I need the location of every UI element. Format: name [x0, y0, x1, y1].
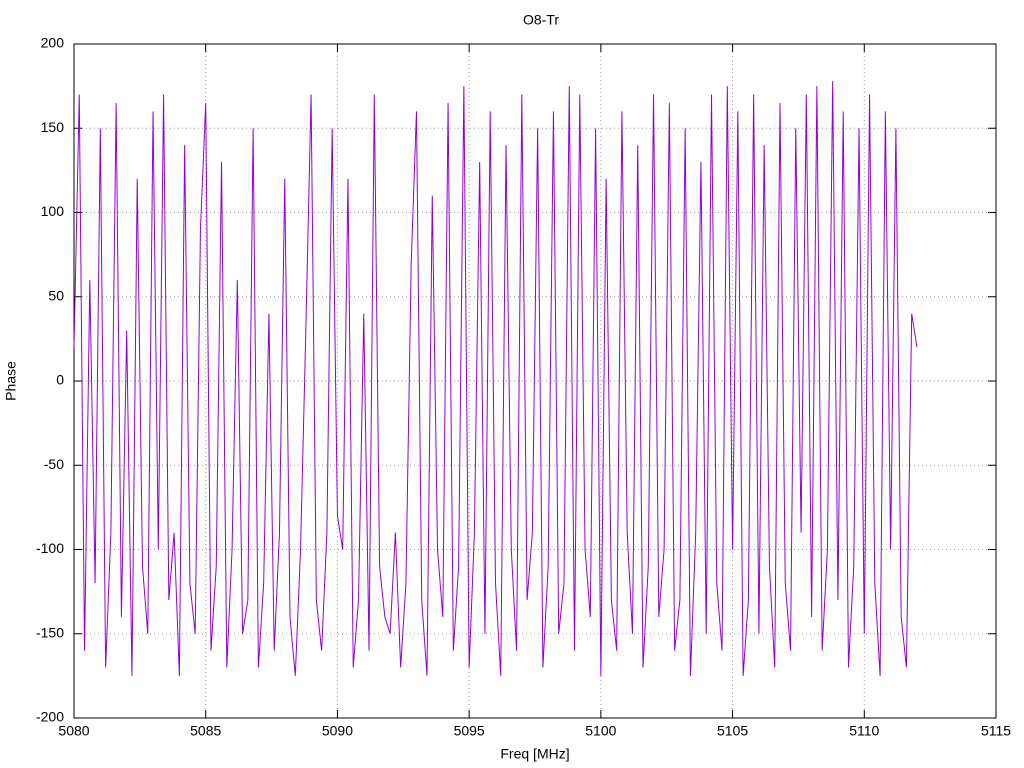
y-tick-label: 100: [41, 203, 65, 219]
y-tick-label: -50: [44, 456, 64, 472]
chart-title: O8-Tr: [523, 12, 559, 28]
y-tick-label: 0: [56, 372, 64, 388]
x-tick-label: 5115: [981, 723, 1011, 739]
y-tick-label: 150: [41, 119, 65, 135]
x-tick-label: 5080: [58, 723, 89, 739]
x-tick-label: 5105: [717, 723, 748, 739]
x-tick-label: 5110: [849, 723, 879, 739]
data-line: [73, 81, 918, 676]
x-tick-label: 5090: [322, 723, 353, 739]
x-tick-label: 5085: [190, 723, 221, 739]
y-tick-label: 50: [48, 287, 64, 303]
plot-frame: [73, 43, 997, 719]
y-tick-label: -100: [36, 540, 64, 556]
y-axis-label: Phase: [3, 361, 19, 401]
x-axis-label: Freq [MHz]: [500, 746, 569, 762]
x-tick-label: 5095: [454, 723, 485, 739]
y-tick-label: -200: [36, 709, 64, 725]
y-tick-label: 200: [41, 35, 65, 51]
x-tick-label: 5100: [585, 723, 616, 739]
y-tick-label: -150: [36, 624, 64, 640]
